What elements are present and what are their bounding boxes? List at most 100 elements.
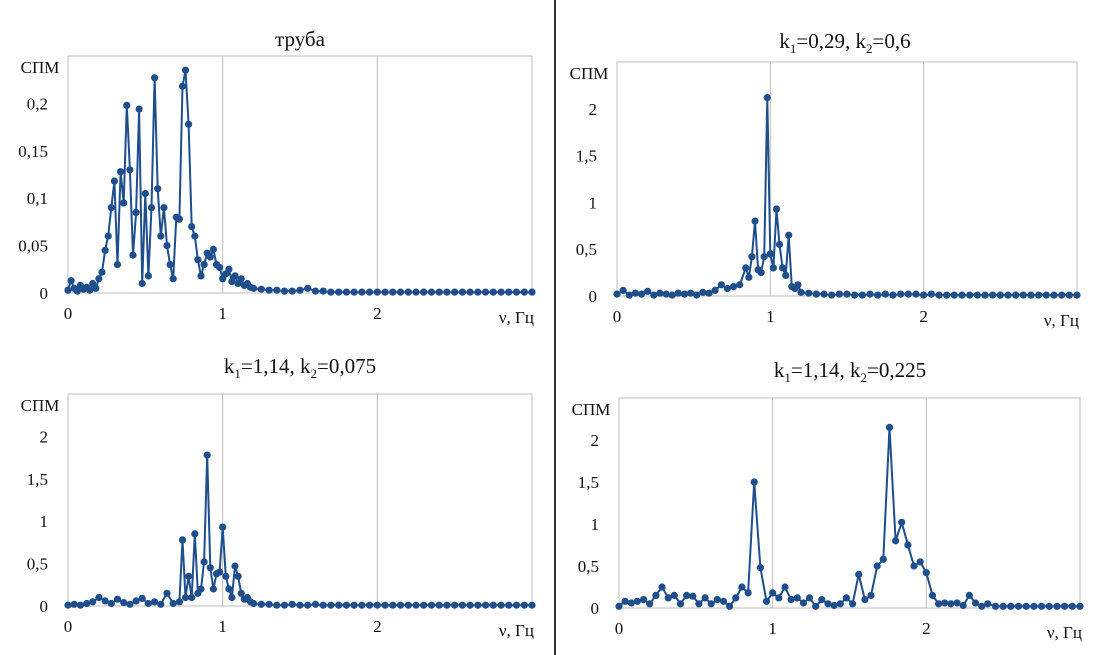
chart-panel-3: 0 1 2 0 0,5 1 1,5 2 СПМ ν, Гц k1=1,14, k2=0,075 bbox=[21, 354, 536, 640]
data-point bbox=[126, 166, 134, 174]
data-point bbox=[775, 594, 783, 602]
x-tick-label: 0 bbox=[64, 304, 73, 323]
data-point bbox=[836, 600, 844, 608]
data-point bbox=[996, 291, 1004, 299]
data-point bbox=[304, 284, 312, 292]
data-point bbox=[763, 94, 771, 102]
data-point bbox=[855, 570, 863, 579]
y-tick-label: 0,5 bbox=[576, 240, 597, 259]
data-point bbox=[742, 264, 750, 272]
data-point bbox=[835, 290, 843, 298]
data-point bbox=[335, 601, 343, 609]
data-point bbox=[350, 288, 358, 296]
plot-area-frame bbox=[67, 393, 533, 607]
data-point bbox=[280, 287, 289, 295]
y-axis-label: СПМ bbox=[572, 400, 611, 419]
data-point bbox=[181, 593, 190, 602]
data-point bbox=[769, 589, 777, 597]
data-point bbox=[729, 283, 738, 291]
data-point bbox=[188, 593, 196, 602]
data-point bbox=[824, 600, 832, 608]
data-point bbox=[225, 585, 233, 593]
data-point bbox=[273, 286, 281, 294]
x-tick-label: 2 bbox=[922, 619, 931, 638]
data-point bbox=[916, 558, 924, 566]
data-point bbox=[197, 272, 205, 280]
data-point bbox=[296, 601, 304, 609]
y-tick-label: 1 bbox=[591, 515, 600, 534]
data-point bbox=[209, 585, 217, 593]
data-point bbox=[191, 232, 199, 240]
x-tick-label: 1 bbox=[218, 304, 227, 323]
data-point bbox=[757, 269, 765, 277]
data-point bbox=[396, 601, 405, 609]
data-point bbox=[1030, 602, 1038, 610]
data-point bbox=[138, 279, 146, 288]
data-point bbox=[775, 240, 784, 249]
data-point bbox=[169, 599, 177, 608]
data-point bbox=[717, 281, 725, 289]
data-point bbox=[185, 572, 193, 580]
data-point bbox=[981, 291, 989, 299]
x-tick-label: 1 bbox=[768, 619, 777, 638]
data-point bbox=[209, 245, 217, 253]
data-point bbox=[1065, 291, 1073, 299]
data-point bbox=[366, 601, 374, 609]
data-point bbox=[892, 537, 900, 545]
data-point bbox=[228, 593, 236, 602]
data-point bbox=[311, 600, 320, 608]
data-point bbox=[849, 600, 857, 608]
data-point bbox=[689, 592, 697, 600]
data-point bbox=[818, 596, 826, 604]
x-axis-label: ν, Гц bbox=[499, 308, 534, 327]
data-point bbox=[175, 598, 183, 606]
x-tick-label: 2 bbox=[919, 307, 928, 326]
y-tick-label: 1 bbox=[40, 512, 49, 531]
data-point bbox=[228, 278, 236, 286]
data-point bbox=[206, 564, 214, 572]
data-point bbox=[381, 288, 389, 296]
data-point bbox=[1014, 602, 1023, 610]
data-point bbox=[288, 287, 296, 295]
data-point bbox=[435, 601, 443, 609]
data-point bbox=[1061, 602, 1069, 610]
data-point bbox=[867, 591, 875, 600]
data-point bbox=[959, 601, 967, 610]
data-point bbox=[769, 264, 778, 272]
data-point bbox=[427, 601, 436, 609]
data-point bbox=[141, 189, 149, 198]
data-point bbox=[625, 291, 633, 299]
x-tick-label: 0 bbox=[64, 617, 73, 636]
y-tick-label: 0,5 bbox=[27, 555, 48, 574]
data-point bbox=[707, 600, 715, 608]
data-point bbox=[197, 585, 205, 593]
data-point bbox=[95, 275, 103, 283]
data-point bbox=[250, 599, 258, 608]
data-point bbox=[191, 530, 199, 538]
data-point bbox=[713, 596, 721, 604]
data-point bbox=[342, 288, 350, 296]
x-tick-label: 1 bbox=[218, 617, 227, 636]
data-point bbox=[1073, 291, 1081, 299]
data-point bbox=[947, 600, 955, 608]
data-point bbox=[991, 602, 1000, 610]
data-point bbox=[873, 562, 881, 570]
data-point bbox=[781, 583, 789, 591]
data-point bbox=[203, 451, 211, 459]
plot-area-frame bbox=[618, 397, 1081, 609]
data-point bbox=[89, 598, 97, 606]
y-tick-label: 0,05 bbox=[18, 237, 48, 256]
data-point bbox=[658, 583, 666, 591]
data-point bbox=[920, 291, 928, 299]
y-axis-label: СПМ bbox=[21, 58, 60, 77]
x-tick-label: 0 bbox=[613, 307, 622, 326]
data-point bbox=[151, 74, 159, 82]
data-point bbox=[76, 601, 84, 609]
data-point bbox=[528, 601, 536, 609]
data-point bbox=[101, 597, 109, 605]
data-point bbox=[1058, 291, 1066, 299]
y-axis-label: СПМ bbox=[570, 64, 609, 83]
data-point bbox=[745, 273, 753, 281]
data-point bbox=[458, 288, 466, 296]
